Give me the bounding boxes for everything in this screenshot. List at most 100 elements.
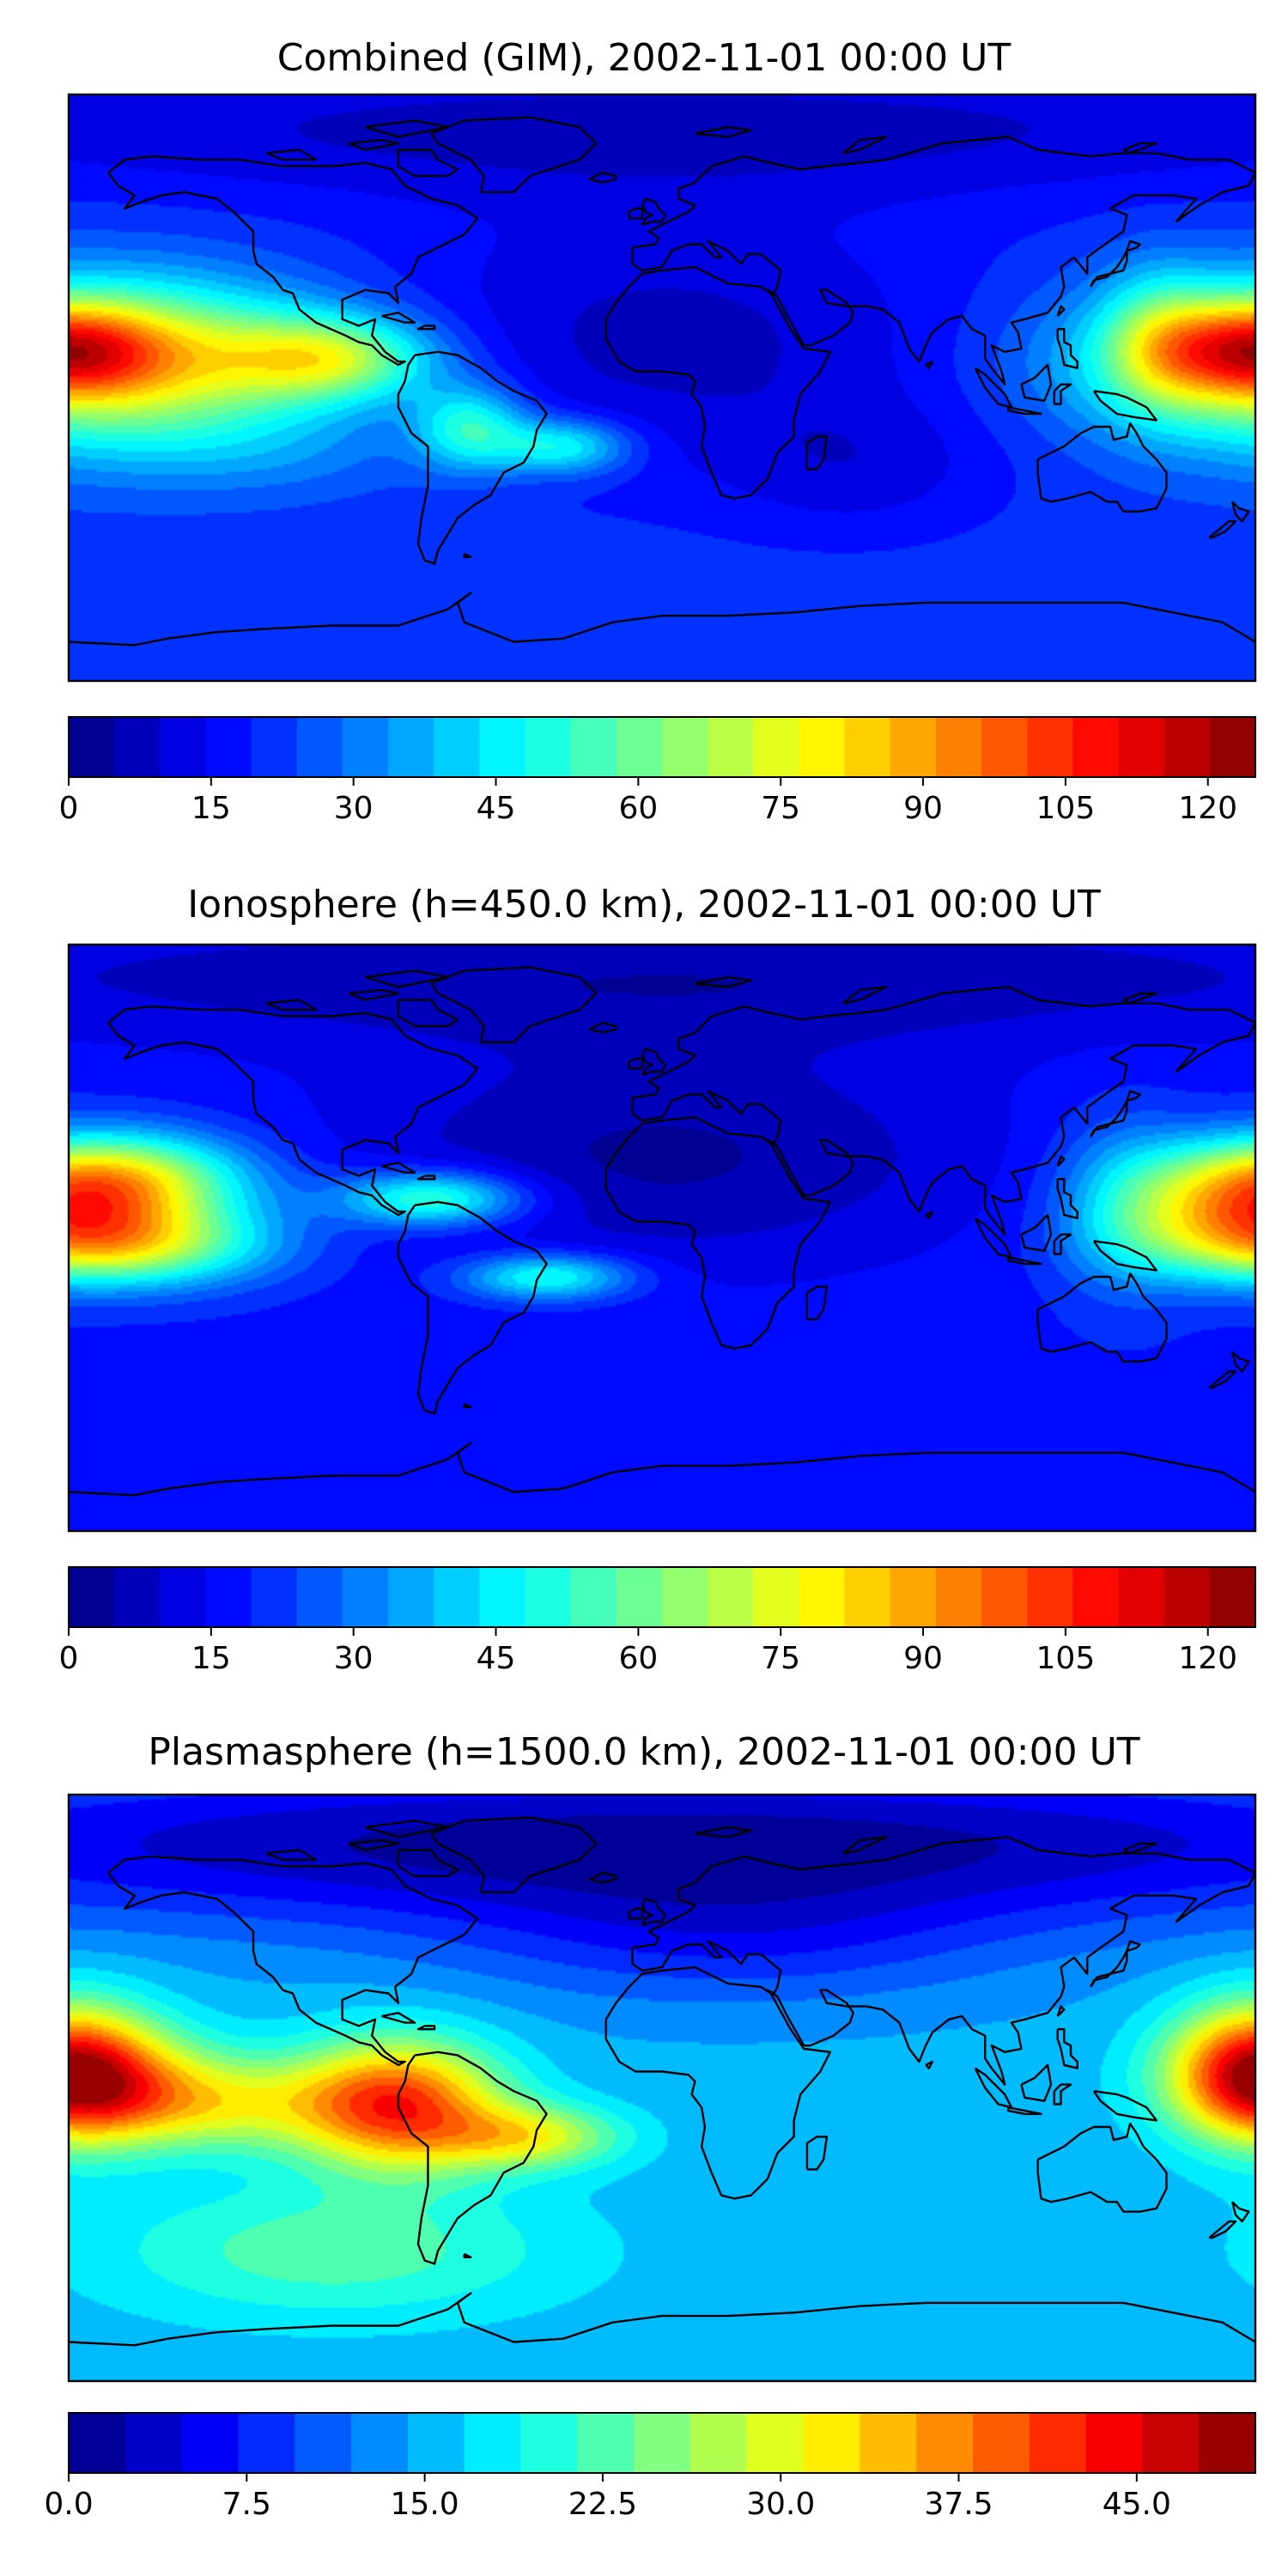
colorbar-tick-label: 15: [191, 791, 231, 826]
coastline: [381, 1162, 416, 1174]
coastline: [463, 1402, 472, 1408]
map-area: [67, 93, 1257, 683]
colorbar-segment: [125, 2413, 183, 2473]
colorbar-tick-label: 120: [1178, 791, 1237, 826]
colorbar-segment: [342, 717, 389, 777]
colorbar-segment: [662, 717, 708, 777]
colorbar-segment: [1027, 1567, 1073, 1627]
colorbar-segment: [708, 717, 754, 777]
coastline: [397, 2050, 548, 2265]
colorbar-tick-label: 60: [618, 791, 658, 826]
colorbar-segment: [1072, 1567, 1120, 1627]
coastline: [1208, 2220, 1237, 2239]
coastline: [107, 155, 479, 367]
colorbar-segment: [407, 2413, 465, 2473]
coastline: [1056, 2005, 1066, 2017]
panel-title: Plasmasphere (h=1500.0 km), 2002-11-01 0…: [148, 1730, 1139, 1774]
coastlines: [69, 1816, 1255, 2347]
colorbar-segment: [1118, 1567, 1165, 1627]
coastline: [1056, 305, 1066, 317]
colorbar-tick-label: 30: [334, 1641, 374, 1676]
colorbar-segment: [520, 2413, 578, 2473]
coastline: [365, 1820, 449, 1838]
coastline: [925, 1210, 933, 1219]
colorbar-segment: [160, 717, 207, 777]
colorbar-segment: [662, 1567, 708, 1627]
colorbar-segment: [799, 1567, 846, 1627]
panel-title: Ionosphere (h=450.0 km), 2002-11-01 00:0…: [187, 883, 1101, 927]
coastline: [1122, 992, 1157, 1005]
colorbar-segment: [160, 1567, 207, 1627]
contour-field: [69, 1795, 1255, 2381]
colorbar-tick-label: 75: [761, 791, 800, 826]
coastline: [1053, 2083, 1072, 2105]
colorbar-frame: [68, 716, 1256, 778]
colorbar-segment: [69, 1567, 115, 1627]
coastline: [805, 2136, 829, 2171]
coastline: [1208, 519, 1237, 539]
colorbar-segment: [890, 717, 937, 777]
colorbar-segment: [479, 1567, 526, 1627]
colorbar-tick-label: 120: [1178, 1641, 1237, 1676]
coastline: [348, 138, 400, 151]
coastline: [1122, 1842, 1157, 1855]
colorbar-segment: [753, 717, 800, 777]
colorbar-segment: [690, 2413, 748, 2473]
colorbar-segment: [296, 717, 343, 777]
colorbar-segment: [1163, 717, 1211, 777]
colorbar-segment: [916, 2413, 974, 2473]
coastline: [1208, 1370, 1237, 1389]
colorbar-segment: [981, 717, 1028, 777]
panel-title: Combined (GIM), 2002-11-01 00:00 UT: [277, 36, 1012, 80]
coastline: [628, 1057, 644, 1070]
colorbar-segment: [935, 717, 982, 777]
coastline: [69, 1442, 1255, 1497]
colorbar-segment: [981, 1567, 1028, 1627]
coastline: [1020, 1213, 1053, 1252]
colorbar-tick-label: 15: [191, 1641, 231, 1676]
coastline: [695, 1826, 752, 1838]
coastline: [463, 552, 472, 558]
coastline: [695, 975, 752, 988]
colorbar-segment: [251, 717, 298, 777]
colorbar-frame: [68, 1566, 1256, 1628]
colorbar: 0.0 7.5 15.0 22.5 30.0 37.5 45.0: [44, 2412, 1256, 2522]
coastline: [695, 125, 752, 138]
coastline: [805, 435, 829, 471]
coastline: [348, 1838, 400, 1851]
coastline: [925, 2060, 933, 2069]
coastline: [605, 1965, 831, 2200]
colorbar-segment: [238, 2413, 295, 2473]
colorbar-segment: [1142, 2413, 1200, 2473]
panel-ionosphere: Ionosphere (h=450.0 km), 2002-11-01 00:0…: [59, 883, 1257, 1676]
coastline: [1122, 142, 1157, 155]
coastline: [628, 1907, 644, 1920]
coastline: [397, 1200, 548, 1415]
colorbar-segment: [479, 717, 526, 777]
coastline: [641, 197, 666, 226]
colorbar-segment: [753, 1567, 800, 1627]
colorbar-segment: [1072, 717, 1120, 777]
colorbar-tick-label: 90: [903, 791, 943, 826]
coastlines: [69, 966, 1255, 1497]
colorbar-segment: [388, 1567, 434, 1627]
coastline: [463, 2252, 472, 2258]
colorbar-segment: [746, 2413, 805, 2473]
map-area: [67, 1793, 1257, 2383]
coastline: [1092, 1240, 1157, 1272]
coastline: [641, 1898, 666, 1926]
colorbar-tick-label: 15.0: [391, 2487, 459, 2522]
coastline: [430, 1816, 598, 1893]
colorbar-segment: [525, 717, 572, 777]
coastline: [416, 2025, 436, 2031]
colorbar-segment: [342, 1567, 389, 1627]
colorbar-segment: [708, 1567, 754, 1627]
coastline: [588, 1871, 617, 1884]
colorbar: 0 15 30 45 60 75 90 105 120: [59, 1566, 1256, 1676]
colorbar-segment: [205, 1567, 252, 1627]
colorbar-segment: [69, 717, 115, 777]
colorbar-tick-label: 0.0: [44, 2487, 93, 2522]
colorbar-tick-label: 105: [1036, 1641, 1096, 1676]
coastline: [381, 2012, 416, 2024]
